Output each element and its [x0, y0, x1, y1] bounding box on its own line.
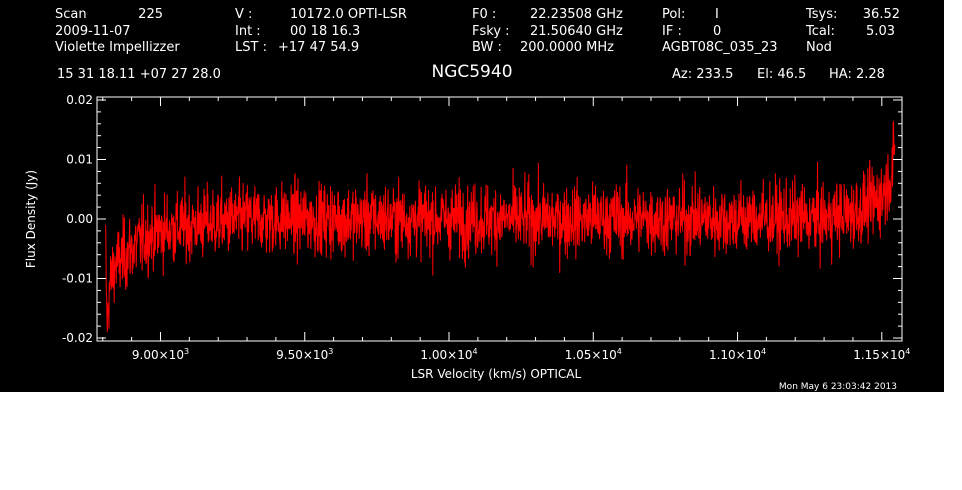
x-tick-label: 1.15×104 [853, 347, 910, 362]
source-title: NGC5940 [431, 62, 512, 82]
f0-label: F0 : [472, 7, 496, 22]
int-label: Int : [235, 24, 261, 39]
timestamp-text: Mon May 6 23:03:42 2013 [779, 382, 897, 392]
tsys-label: Tsys: [805, 7, 837, 22]
tsys-value: 36.52 [863, 7, 900, 22]
azimuth-text: Az: 233.5 [672, 67, 733, 82]
y-tick-label: -0.02 [62, 331, 93, 345]
fsky-label: Fsky : [472, 24, 510, 39]
x-tick-label: 1.10×104 [709, 347, 766, 362]
date-text: 2009-11-07 [55, 24, 131, 39]
x-tick-label: 9.50×103 [276, 347, 333, 362]
pol-label: Pol: [662, 7, 685, 22]
f0-value: 22.23508 GHz [530, 7, 623, 22]
int-value: 00 18 16.3 [290, 24, 360, 39]
elevation-text: El: 46.5 [757, 67, 806, 82]
y-tick-label: 0.02 [66, 93, 93, 107]
tcal-label: Tcal: [805, 24, 835, 39]
y-tick-label: 0.01 [66, 152, 93, 166]
observer-text: Violette Impellizzer [55, 40, 180, 55]
bw-value: 200.0000 MHz [520, 40, 614, 55]
axis-ticks: 9.00×103 9.50×103 1.00×104 1.05×104 1.10×104… [62, 93, 910, 362]
procedure-text: Nod [806, 40, 832, 55]
lst-label: LST : [235, 40, 267, 55]
y-axis-title: Flux Density (Jy) [24, 170, 38, 268]
scan-value: 225 [138, 7, 163, 22]
x-tick-label: 1.05×104 [565, 347, 622, 362]
x-tick-label: 9.00×103 [132, 347, 189, 362]
x-tick-label: 1.00×104 [420, 347, 477, 362]
spectrum-series-line [105, 121, 896, 333]
y-tick-label: 0.00 [66, 212, 93, 226]
bw-label: BW : [472, 40, 502, 55]
scan-label: Scan [55, 7, 87, 22]
tcal-value: 5.03 [866, 24, 895, 39]
if-label: IF : [662, 24, 682, 39]
if-value: 0 [713, 24, 721, 39]
velocity-label: V : [235, 7, 252, 22]
coordinates-text: 15 31 18.11 +07 27 28.0 [57, 67, 221, 82]
fsky-value: 21.50640 GHz [530, 24, 623, 39]
y-tick-label: -0.01 [62, 272, 93, 286]
spectrum-plot: Scan 225 2009-11-07 Violette Impellizzer… [24, 7, 910, 392]
project-text: AGBT08C_035_23 [662, 40, 778, 55]
x-axis-title: LSR Velocity (km/s) OPTICAL [411, 367, 582, 381]
lst-value: +17 47 54.9 [278, 40, 359, 55]
hour-angle-text: HA: 2.28 [829, 67, 885, 82]
pol-value: I [715, 7, 719, 22]
velocity-value: 10172.0 OPTI-LSR [290, 7, 407, 22]
plot-panel: Scan 225 2009-11-07 Violette Impellizzer… [0, 0, 944, 392]
